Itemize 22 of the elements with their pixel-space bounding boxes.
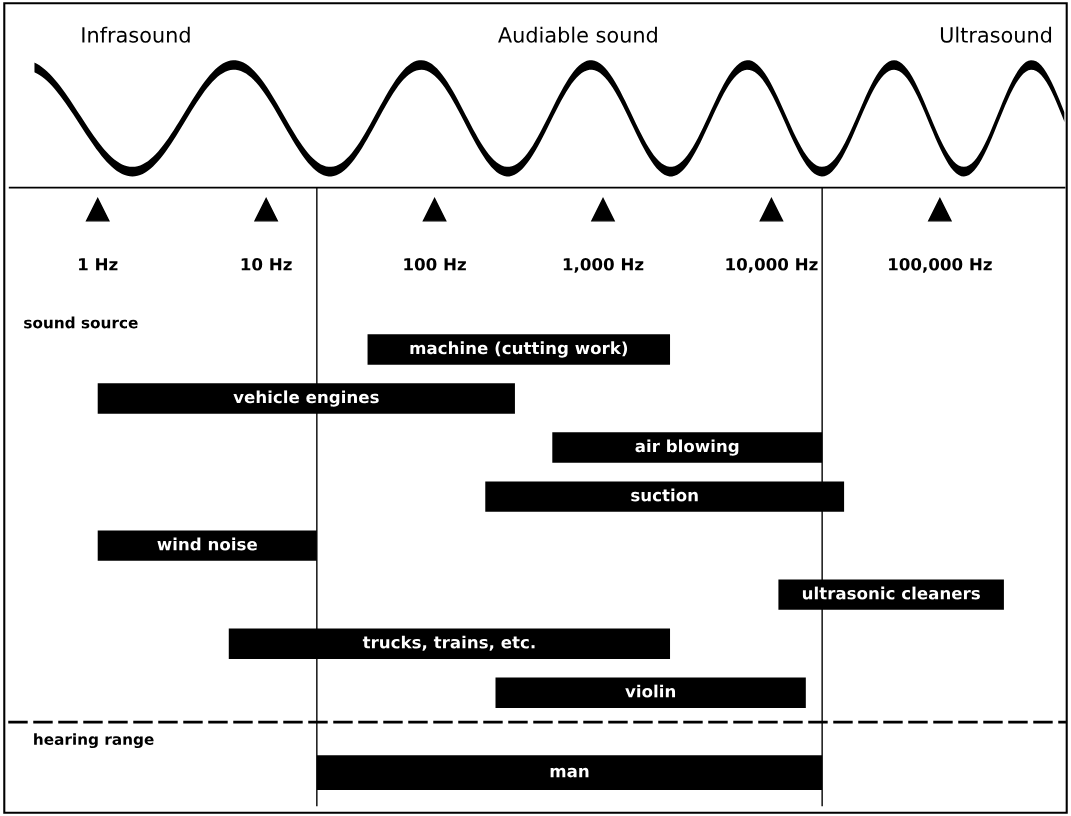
y-tick-label: vehicle engines: [233, 390, 379, 407]
x-tick-label: 1 Hz: [79, 258, 118, 271]
y-tick-label: trucks, trains, etc.: [362, 635, 535, 651]
text: Audiable sound: [498, 26, 657, 43]
text: Infrasound: [82, 26, 190, 43]
x-tick-label: 100,000 Hz: [889, 257, 992, 273]
bar: [367, 334, 671, 365]
x-tick-label: 10,000 Hz: [726, 257, 818, 273]
y-tick-label: violin: [625, 684, 676, 698]
text: sound source: [24, 316, 138, 329]
bar: [495, 677, 806, 708]
text: Ultrasound: [940, 26, 1052, 43]
y-tick-label: wind noise: [157, 537, 257, 551]
y-tick-label: machine (cutting work): [410, 341, 628, 358]
x-tick-label: 10 Hz: [241, 257, 292, 271]
x-tick-label: 100 Hz: [404, 257, 466, 271]
x-tick-label: 1,000 Hz: [563, 257, 644, 273]
y-tick-label: air blowing: [635, 439, 739, 456]
annotation: hearing range: [34, 733, 154, 749]
y-tick-label: suction: [631, 488, 698, 502]
y-tick-label: ultrasonic cleaners: [802, 586, 980, 600]
y-tick-label: man: [550, 767, 589, 778]
